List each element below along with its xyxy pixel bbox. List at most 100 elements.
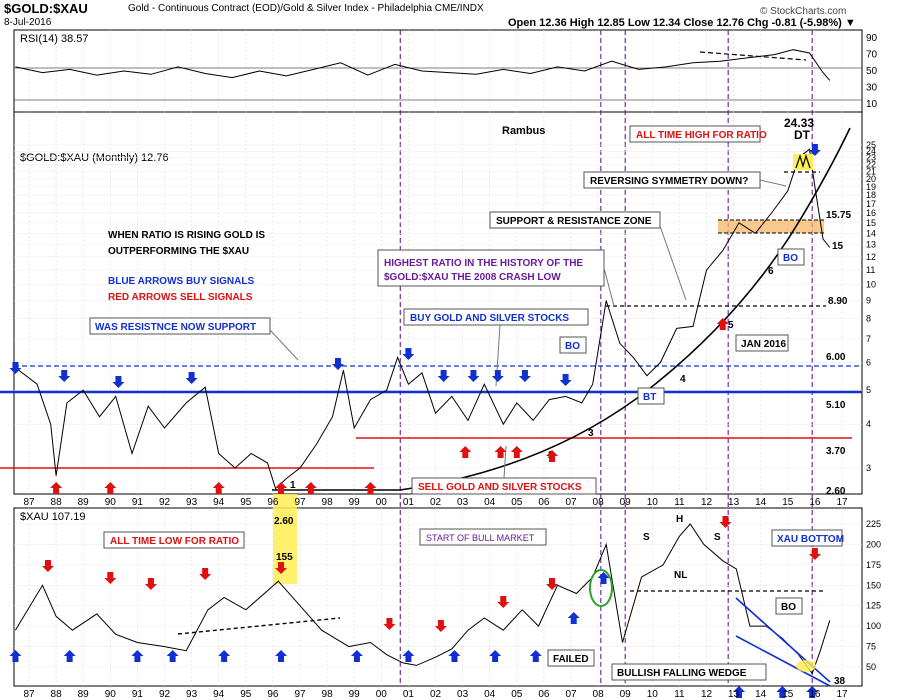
- ratio-sell-arrow: [364, 482, 377, 494]
- num-1: 1: [290, 480, 296, 491]
- xau-buy-arrow: [529, 650, 542, 662]
- x-tick-label: 93: [186, 497, 198, 508]
- grid-lines: [28, 30, 843, 686]
- rsi-axis: 90 70 50 30 10: [866, 33, 878, 110]
- rsi-tick-label: 50: [866, 66, 878, 77]
- x-tick-label: 91: [132, 689, 144, 700]
- xau-buy-arrow: [597, 572, 610, 584]
- x-tick-label: 16: [809, 497, 821, 508]
- ratio-sell-arrow: [546, 450, 559, 462]
- ratio-buy-arrow: [112, 376, 125, 388]
- note-buy-stocks: BUY GOLD AND SILVER STOCKS: [410, 313, 569, 324]
- bullish-wedge-box: [611, 663, 767, 681]
- x-tick-label: 95: [240, 497, 252, 508]
- rsi-tick-label: 70: [866, 50, 878, 61]
- x-tick-label: 15: [782, 689, 794, 700]
- bo1-box: [559, 336, 587, 354]
- bo2-label: BO: [783, 253, 798, 264]
- chart-header: $GOLD:$XAU Gold - Continuous Contract (E…: [0, 0, 900, 30]
- x-tick-label: 97: [294, 497, 306, 508]
- num-4: 4: [680, 374, 686, 385]
- xau-bo-label: BO: [781, 602, 796, 613]
- x-tick-label: 14: [755, 689, 767, 700]
- xau-buy-arrow: [448, 650, 461, 662]
- x-tick-label: 12: [701, 497, 713, 508]
- ratio-buy-arrow: [808, 144, 821, 156]
- xau-sell-arrow: [434, 620, 447, 632]
- ratio-tick-label: 4: [866, 419, 871, 429]
- ratio-tick-label: 10: [866, 280, 876, 290]
- bt-label: BT: [643, 392, 656, 403]
- xau-sell-arrow: [546, 578, 559, 590]
- note-reversing: REVERSING SYMMETRY DOWN?: [590, 176, 748, 187]
- xau-buy-arrow: [218, 650, 231, 662]
- x-tick-label: 93: [186, 689, 198, 700]
- ratio-sell-arrow: [716, 318, 729, 330]
- ratio-sell-arrow: [494, 446, 507, 458]
- xau-sell-arrow: [808, 548, 821, 560]
- note-bullish-wedge: BULLISH FALLING WEDGE: [617, 668, 747, 679]
- x-tick-label: 98: [322, 689, 334, 700]
- x-tick-label: 09: [620, 689, 632, 700]
- resistance-support-box: [89, 317, 271, 335]
- xau-buy-arrow: [63, 650, 76, 662]
- x-tick-label: 04: [484, 497, 496, 508]
- note-resistance-support: WAS RESISTNCE NOW SUPPORT: [95, 322, 256, 333]
- rsi-tick-label: 90: [866, 33, 878, 44]
- all-time-low-box: [103, 531, 245, 549]
- chart-date: 8-Jul-2016: [4, 17, 52, 28]
- x-tick-label: 06: [538, 689, 550, 700]
- xau-sell-arrow: [383, 618, 396, 630]
- x-tick-label: 04: [484, 689, 496, 700]
- failed-box: [547, 649, 595, 667]
- xau-buy-arrow: [567, 612, 580, 624]
- x-tick-label: 88: [51, 497, 63, 508]
- sr-zone-box: [489, 211, 661, 229]
- wedge-bottom: [735, 635, 831, 687]
- x-tick-label: 13: [728, 497, 740, 508]
- x-tick-label: 01: [403, 497, 415, 508]
- ratio-sell-arrow: [304, 482, 317, 494]
- dt-highlight: [793, 154, 813, 170]
- xau-tick-label: 50: [866, 662, 876, 672]
- xau-sell-arrow: [497, 596, 510, 608]
- x-tick-label: 06: [538, 497, 550, 508]
- ratio-tick-label: 13: [866, 240, 876, 250]
- ratio-buy-arrow: [331, 358, 344, 370]
- note-highest-ratio-2: $GOLD:$XAU THE 2008 CRASH LOW: [384, 272, 561, 283]
- note-jan2016: JAN 2016: [741, 339, 786, 350]
- ratio-tick-label: 6: [866, 357, 871, 367]
- ratio-tick-label: 12: [866, 252, 876, 262]
- rsi-label: RSI(14) 38.57: [20, 33, 88, 45]
- pointer-highest: [603, 267, 615, 307]
- x-tick-label: 94: [213, 497, 225, 508]
- rsi-tick-label: 10: [866, 99, 878, 110]
- ratio-panel-frame: [13, 111, 863, 495]
- x-tick-label: 15: [782, 497, 794, 508]
- num-5: 5: [728, 320, 734, 331]
- x-tick-label: 05: [511, 689, 523, 700]
- x-tick-label: 96: [267, 689, 279, 700]
- x-tick-label: 90: [105, 497, 117, 508]
- xau-bo-box: [775, 597, 803, 615]
- ratio-tick-label: 17: [866, 199, 876, 209]
- xau-tick-label: 200: [866, 539, 881, 549]
- x-tick-label: 10: [647, 689, 659, 700]
- note-outperforming: OUTPERFORMING THE $XAU: [108, 246, 249, 257]
- xau-sell-arrow: [144, 578, 157, 590]
- note-failed: FAILED: [553, 654, 589, 665]
- symbol-description: Gold - Continuous Contract (EOD)/Gold & …: [128, 3, 484, 14]
- ratio-tick-label: 16: [866, 208, 876, 218]
- xau-buy-arrow: [166, 650, 179, 662]
- x-tick-label: 99: [349, 497, 361, 508]
- start-bull-box: [419, 528, 547, 546]
- level-label-5-10: 5.10: [826, 400, 846, 411]
- level-label-2-60: 2.60: [826, 486, 846, 497]
- pointer-sr-zone: [659, 225, 687, 301]
- note-xau-bottom: XAU BOTTOM: [777, 534, 844, 545]
- ratio-sell-arrow: [459, 446, 472, 458]
- note-all-time-high: ALL TIME HIGH FOR RATIO: [636, 130, 767, 141]
- x-tick-label: 13: [728, 689, 740, 700]
